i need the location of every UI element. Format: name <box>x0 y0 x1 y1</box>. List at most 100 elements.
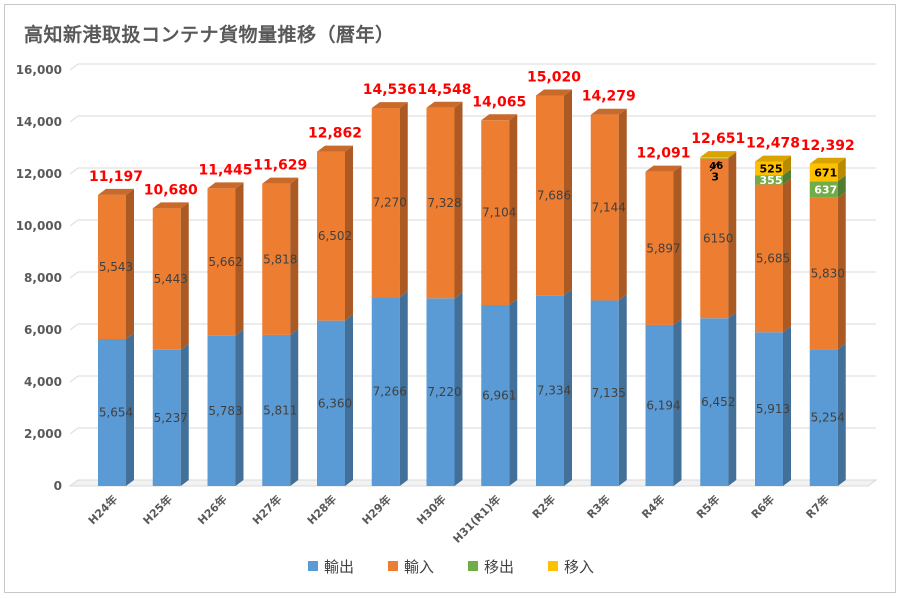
bar-segment <box>755 184 783 333</box>
data-label-輸出: 7,266 <box>373 385 407 399</box>
bar-side <box>564 89 572 296</box>
bar-segment <box>98 194 126 339</box>
data-label-輸出: 5,237 <box>154 411 188 425</box>
x-tick-label: H24年 <box>85 492 120 527</box>
bar-segment <box>207 188 236 336</box>
legend-item: 移出 <box>468 556 514 577</box>
total-label: 12,651 <box>691 131 745 147</box>
bar-segment <box>700 158 729 319</box>
bar-side <box>345 314 353 486</box>
bar-segment <box>152 349 181 486</box>
bar-side <box>837 175 846 198</box>
x-tick-label: H26年 <box>195 492 230 527</box>
bar-side <box>728 152 737 319</box>
bar-segment <box>317 151 345 321</box>
data-label-輸出: 5,783 <box>208 404 242 418</box>
data-label-輸入: 5,662 <box>208 255 242 269</box>
bar-side <box>126 332 134 486</box>
y-tick-label: 2,000 <box>24 427 62 441</box>
bar-segment <box>481 120 510 306</box>
data-label-輸入: 7,144 <box>592 201 626 215</box>
bar-side <box>618 108 627 301</box>
total-label: 14,279 <box>582 89 636 105</box>
y-tick-label: 8,000 <box>24 271 62 285</box>
x-tick-label: R7年 <box>803 492 832 521</box>
leader-line <box>709 160 720 172</box>
bar-top <box>317 145 353 152</box>
bar-top <box>207 182 244 189</box>
bar-side <box>618 294 627 486</box>
bar-segment <box>262 334 291 486</box>
x-tick-label: R3年 <box>584 492 613 521</box>
total-label: 10,680 <box>144 182 198 198</box>
data-label-輸入: 7,104 <box>482 206 516 220</box>
bar-side <box>180 343 189 486</box>
bar-side <box>399 102 408 298</box>
data-label-輸出: 6,452 <box>701 395 735 409</box>
total-label: 11,629 <box>253 158 307 174</box>
legend-swatch <box>307 561 318 571</box>
bar-segment <box>371 108 400 298</box>
bar-segment <box>536 95 564 296</box>
data-label-移出: 3 <box>711 170 719 183</box>
legend-label: 輸出 <box>323 557 354 576</box>
bar-segment <box>481 305 510 486</box>
total-label: 14,065 <box>472 94 526 110</box>
chart-title: 高知新港取扱コンテナ貨物量推移（暦年） <box>24 24 395 46</box>
total-label: 11,197 <box>89 169 143 185</box>
bar-side <box>235 329 244 486</box>
bar-segment <box>317 320 345 486</box>
legend-label: 移入 <box>564 557 595 576</box>
bar-segment <box>98 338 126 486</box>
gridline <box>69 115 79 123</box>
bar-segment <box>262 183 291 335</box>
data-label-移出: 355 <box>760 174 783 187</box>
bar-top <box>809 157 846 164</box>
bar-side <box>290 328 299 486</box>
data-label-輸入: 5,818 <box>263 252 297 266</box>
legend-label: 輸入 <box>403 557 434 576</box>
total-label: 15,020 <box>527 69 581 85</box>
data-label-輸出: 6,360 <box>318 396 352 410</box>
x-tick-label: R6年 <box>748 492 777 521</box>
bar-segment <box>700 157 729 159</box>
bar-segment <box>809 349 838 486</box>
data-label-輸入: 5,897 <box>646 241 680 255</box>
bar-segment <box>645 324 674 486</box>
x-tick-label: H31(R1)年 <box>450 492 504 546</box>
data-label-輸入: 7,270 <box>373 196 407 210</box>
bar-segment <box>755 332 783 486</box>
bar-side <box>837 157 846 182</box>
data-label-輸入: 5,685 <box>756 251 790 265</box>
y-tick-label: 4,000 <box>24 375 62 389</box>
bar-side <box>728 152 737 159</box>
gridline <box>69 271 79 279</box>
bar-side <box>180 202 189 350</box>
data-label-輸入: 6150 <box>703 231 734 245</box>
legend-swatch <box>387 561 398 571</box>
bar-segment <box>426 298 455 486</box>
bar-segment <box>700 318 729 486</box>
bar-top <box>426 101 463 108</box>
data-label-輸出: 5,913 <box>756 402 790 416</box>
data-label-移出: 637 <box>814 184 837 197</box>
gridline <box>69 323 79 331</box>
bar-side <box>728 151 737 159</box>
bar-top <box>755 155 791 162</box>
bar-segment <box>426 107 455 299</box>
chart-legend: 輸出 輸入 移出 移入 <box>0 554 902 578</box>
y-tick-label: 6,000 <box>24 323 62 337</box>
bar-segment <box>645 171 674 325</box>
data-label-輸出: 7,220 <box>427 385 461 399</box>
data-label-移入: 46 <box>709 161 723 172</box>
data-label-輸出: 5,811 <box>263 403 297 417</box>
bar-segment <box>207 335 236 486</box>
bar-side <box>126 188 134 339</box>
legend-label: 移出 <box>484 557 515 576</box>
legend-item: 輸入 <box>387 556 434 577</box>
data-label-輸出: 6,961 <box>482 389 516 403</box>
bar-side <box>728 312 737 486</box>
data-label-輸出: 7,135 <box>592 386 626 400</box>
x-tick-label: R2年 <box>529 492 558 521</box>
bar-top <box>152 202 189 209</box>
